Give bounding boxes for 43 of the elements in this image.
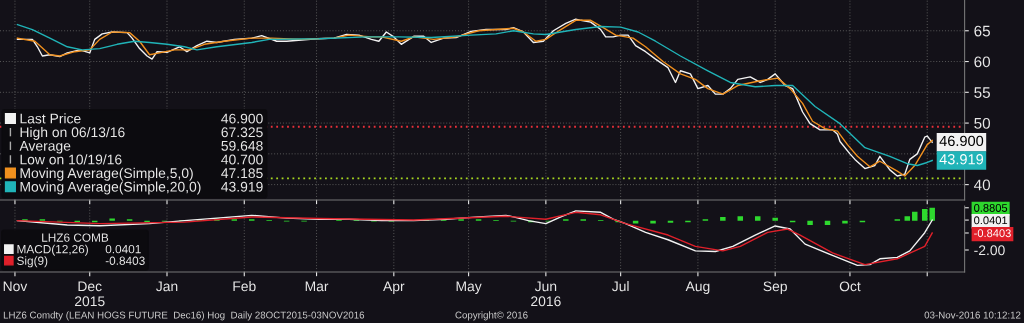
annotation: -0.8403 [105,256,145,265]
annotation: High on 06/13/16 [20,126,125,140]
y-tick-label: 55 [974,87,990,98]
x-tick-label: Feb [233,281,256,292]
legend-title: LHZ6 COMB [42,233,109,242]
annotation: 59.648 [221,140,263,151]
annotation: 40.700 [221,154,263,165]
x-tick-label: Apr [383,281,405,294]
legend-label: Moving Average(Simple,5,0) [20,167,193,181]
text: LHZ6 Comdty (LEAN HOGS FUTURE Dec16) Hog Daily 28OCT2015-03NOV2016 [3,311,365,321]
y-tick-label: -2.00 [974,245,1005,256]
legend-label: MACD(12,26) [17,244,88,256]
annotation: 43.919 [221,181,263,192]
y-tick-label: 60 [974,56,991,68]
legend-label: Moving Average(Simple,20,0) [20,181,201,195]
x-tick-label: May [456,281,482,294]
x-tick-label: Nov [3,281,28,292]
x-tick-label: Jul [611,281,629,292]
y-tick-label: 0.8805 [974,204,1008,212]
data-label: 43.919 [939,154,984,165]
data-label: 46.900 [939,135,984,147]
annotation: Low on 10/19/16 [20,154,122,165]
annotation: 67.325 [221,127,263,138]
y-tick-label: -0.8403 [974,229,1011,238]
y-tick-label: 40 [973,179,991,191]
x-tick-label: Sep [763,281,787,294]
x-tick-label: Oct [839,281,861,292]
annotation: Average [19,141,71,154]
x-tick-label: Jun 2016 [531,281,561,307]
y-tick-label: 65 [974,25,990,37]
annotation: 0.0401 [105,244,141,254]
x-tick-label: Mar [305,281,329,292]
legend-label: Sig(9) [17,256,48,268]
annotation: 47.185 [221,168,263,179]
x-tick-label: Aug [685,281,710,294]
legend-label: Last Price [20,113,81,124]
y-tick-label: 50 [974,117,991,129]
annotation: 46.900 [221,113,263,124]
y-tick-label: 0.0401 [974,216,1008,225]
text: Copyright© 2016 [455,311,528,321]
x-tick-label: Dec 2015 [74,281,105,307]
x-tick-label: Jan [156,281,178,292]
text: 03-Nov-2016 10:12:12 [924,311,1021,319]
